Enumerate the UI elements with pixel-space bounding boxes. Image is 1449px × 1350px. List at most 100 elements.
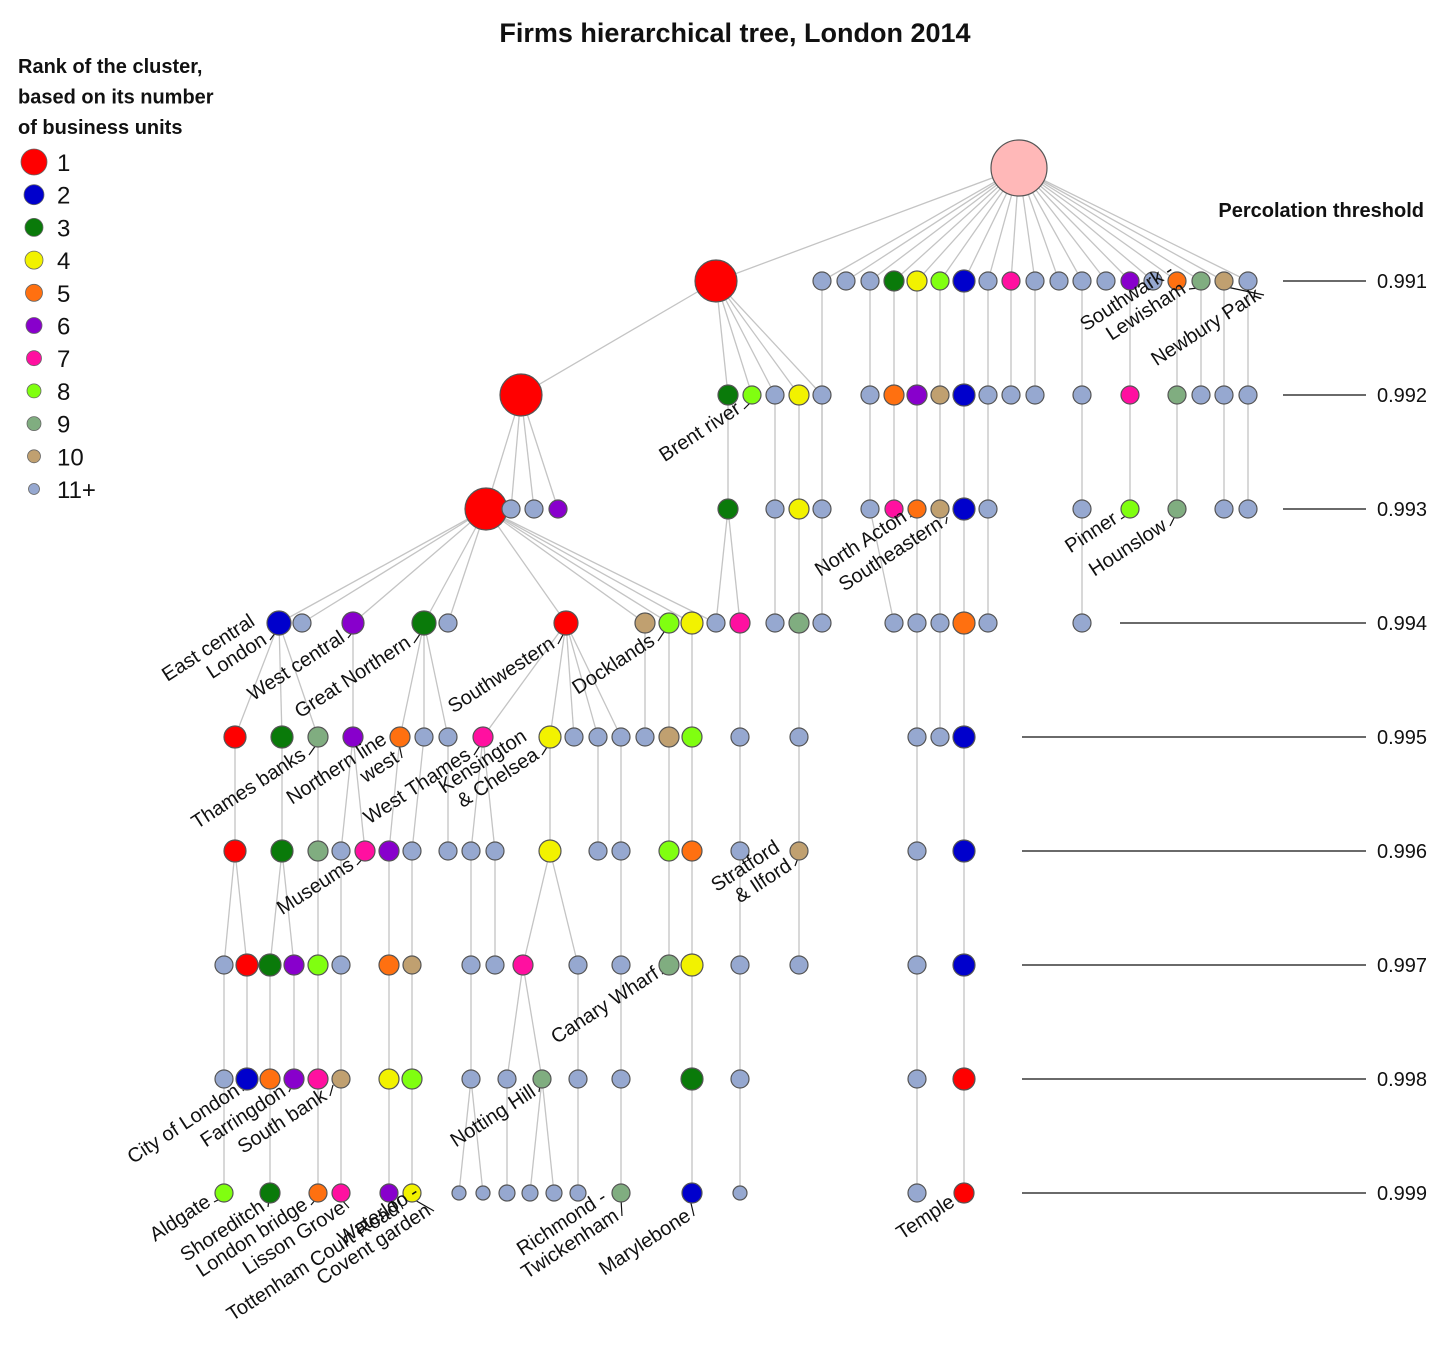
legend-swatch [26,350,42,367]
cluster-node [588,841,608,861]
cluster-node [553,610,579,636]
cluster-node [501,499,521,519]
tree-edge [485,508,646,624]
tree-edge [715,280,800,396]
cluster-node [461,1069,481,1089]
cluster-node [475,1185,491,1201]
legend-swatch [24,250,44,270]
cluster-node [680,611,704,635]
legend-label: 8 [57,379,70,406]
tree-edge [423,508,487,624]
tree-edge [281,850,295,966]
cluster-node [1214,385,1234,405]
cluster-node [812,385,832,405]
legend-label: 11+ [57,477,96,504]
cluster-node [411,610,437,636]
cluster-label: Notting Hill [447,1081,540,1152]
cluster-node [532,1069,552,1089]
legend-label: 10 [57,444,84,471]
cluster-node [635,727,655,747]
threshold-label: 0.993 [1377,499,1427,521]
tree-edge [485,508,670,624]
cluster-node [341,611,365,635]
legend-title: Rank of the cluster, [18,56,203,78]
cluster-node [331,1183,351,1203]
legend-label: 5 [57,281,70,308]
legend-swatch [24,217,44,237]
cluster-node [307,1068,329,1090]
cluster-node [461,841,481,861]
legend-title: of business units [18,117,182,139]
cluster-label: Brent river [655,398,745,467]
cluster-label: Temple [893,1191,959,1245]
legend-swatch [26,383,42,399]
tree-edge [423,622,449,738]
cluster-node [461,955,481,975]
tree-edge [470,736,484,852]
cluster-node [307,726,329,748]
tree-edge [278,622,319,738]
cluster-node [611,841,631,861]
threshold-lines [1022,280,1366,1194]
cluster-node [331,1069,351,1089]
tree-edges [223,167,1249,1194]
cluster-node [283,1068,305,1090]
cluster-node [884,499,904,519]
tree-edge [269,850,283,966]
tree-edge [821,167,1020,282]
cluster-node [438,727,458,747]
cluster-node [538,725,562,749]
tree-edge [399,622,425,738]
cluster-node [524,499,544,519]
legend-swatch [20,148,48,176]
cluster-node [378,1068,400,1090]
cluster-node [706,613,726,633]
cluster-node [906,270,928,292]
cluster-label: Southwestern [444,633,559,718]
tree-edge [1018,167,1225,282]
cluster-node [472,726,494,748]
cluster-node [884,613,904,633]
cluster-node [1120,271,1140,291]
cluster-node [883,270,905,292]
cluster-node [952,383,976,407]
cluster-node [978,271,998,291]
cluster-node [569,1184,587,1202]
cluster-node [1049,271,1069,291]
legend-label: 3 [57,215,70,242]
cluster-node [765,499,785,519]
cluster-node [788,384,810,406]
threshold-label: 0.999 [1377,1183,1427,1205]
tree-edge [529,1078,543,1194]
cluster-node [451,1185,467,1201]
cluster-node [1191,271,1211,291]
label-leader [397,1198,404,1210]
threshold-labels: 0.991 0.992 0.993 0.994 0.995 0.996 0.997 0.998… [1377,271,1427,1205]
tree-edge [549,622,567,738]
cluster-node [538,839,562,863]
cluster-node [765,385,785,405]
tree-edge [565,622,575,738]
legend-label: 7 [57,346,70,373]
tree-edge [301,508,487,624]
tree-edge [715,167,1020,282]
cluster-node [952,611,976,635]
tree-edge [522,964,543,1080]
tree-edge [411,736,425,852]
cluster-node [259,1182,281,1204]
root-node [990,139,1048,197]
legend-label: 1 [57,150,70,177]
cluster-node [860,499,880,519]
label-leader [945,516,948,525]
cluster-node [789,955,809,975]
cluster-node [788,498,810,520]
cluster-node [402,841,422,861]
cluster-node [681,726,703,748]
cluster-node [907,727,927,747]
cluster-node [978,613,998,633]
threshold-title: Percolation threshold [1218,200,1424,222]
cluster-node [235,953,259,977]
cluster-node [568,955,588,975]
cluster-node [930,613,950,633]
